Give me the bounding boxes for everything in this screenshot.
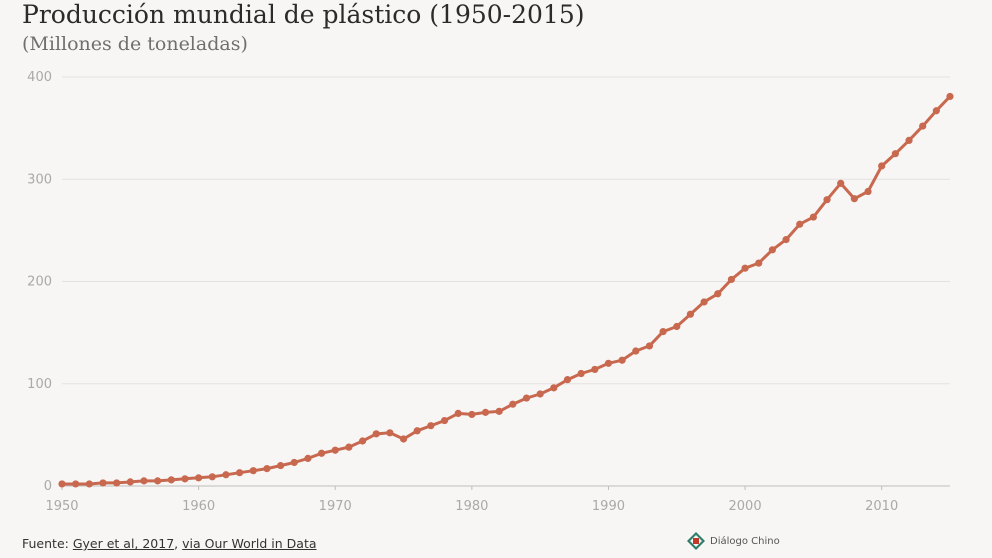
- data-point-2012: [905, 136, 913, 144]
- data-point-1960: [195, 474, 203, 482]
- x-tick-label-1950: 1950: [45, 499, 78, 514]
- line-chart: 0 100 200 300 400 1950 1960 1970 1980 1990 2000 20…: [27, 70, 954, 514]
- data-point-2008: [850, 195, 858, 203]
- data-point-1958: [167, 476, 175, 484]
- data-point-2001: [755, 259, 763, 267]
- data-point-2003: [782, 235, 790, 244]
- data-point-1951: [72, 480, 80, 488]
- data-point-1985: [536, 390, 544, 398]
- data-point-1982: [495, 407, 503, 415]
- data-point-1993: [645, 342, 654, 350]
- data-point-1997: [700, 298, 708, 306]
- data-point-1983: [509, 400, 517, 408]
- data-point-2015: [946, 92, 954, 101]
- data-point-1968: [304, 454, 312, 462]
- source-footer: Fuente: Gyer et al, 2017, via Our World …: [22, 536, 317, 551]
- y-tick-label-300: 300: [27, 172, 52, 187]
- footer-prefix: Fuente:: [22, 536, 73, 551]
- data-point-1970: [331, 446, 339, 454]
- data-point-2000: [741, 264, 749, 272]
- data-point-1989: [591, 365, 599, 374]
- chart-title: Producción mundial de plástico (1950-201…: [22, 0, 585, 29]
- x-tick-label-2000: 2000: [729, 499, 762, 514]
- data-point-2006: [823, 196, 831, 204]
- data-point-1966: [276, 461, 285, 470]
- data-point-1995: [673, 322, 681, 331]
- data-point-1965: [263, 465, 271, 473]
- data-point-2010: [878, 162, 886, 170]
- data-point-2007: [837, 179, 845, 187]
- data-point-1973: [372, 430, 380, 438]
- data-point-1991: [618, 356, 626, 364]
- data-point-1962: [222, 471, 230, 479]
- dialogo-chino-logo-icon: [687, 532, 705, 550]
- data-point-1963: [236, 469, 244, 477]
- data-point-1977: [427, 422, 435, 430]
- data-point-1952: [85, 480, 93, 488]
- data-point-1981: [481, 408, 490, 416]
- data-point-1950: [58, 480, 66, 488]
- data-point-1986: [550, 384, 558, 392]
- series-line: [60, 94, 952, 486]
- data-point-1980: [468, 410, 476, 419]
- y-tick-label-400: 400: [27, 70, 52, 85]
- data-point-2014: [932, 107, 940, 115]
- y-axis: 0 100 200 300 400: [27, 70, 52, 494]
- y-tick-label-0: 0: [44, 479, 52, 494]
- data-point-2013: [919, 122, 927, 130]
- data-point-1953: [99, 479, 107, 487]
- y-tick-label-200: 200: [27, 275, 52, 290]
- data-point-1975: [399, 435, 408, 443]
- x-axis: 1950 1960 1970 1980 1990 2000 2010: [45, 486, 898, 514]
- data-point-1984: [522, 394, 531, 402]
- data-point-1988: [577, 369, 585, 378]
- data-point-2002: [768, 246, 777, 254]
- data-point-1964: [249, 467, 257, 475]
- data-point-1976: [413, 427, 421, 435]
- data-point-1959: [181, 475, 189, 483]
- data-point-1999: [727, 275, 736, 284]
- data-point-1974: [386, 429, 394, 437]
- data-points: [58, 92, 954, 488]
- y-tick-label-100: 100: [27, 377, 52, 392]
- data-point-1987: [563, 376, 572, 384]
- brand-name: Diálogo Chino: [710, 535, 780, 547]
- x-tick-label-1970: 1970: [319, 499, 352, 514]
- data-point-1998: [714, 290, 722, 298]
- brand-logo[interactable]: Diálogo Chino: [687, 532, 780, 550]
- data-point-1957: [154, 477, 162, 485]
- data-point-1996: [686, 310, 695, 318]
- x-tick-label-2010: 2010: [865, 499, 898, 514]
- footer-separator: ,: [174, 536, 183, 551]
- owid-link[interactable]: via Our World in Data: [182, 536, 317, 551]
- chart-subtitle: (Millones de toneladas): [22, 33, 248, 55]
- data-point-1967: [290, 458, 298, 467]
- chart-gridlines: [62, 76, 950, 487]
- data-point-1979: [454, 409, 462, 418]
- data-point-1956: [140, 477, 148, 485]
- x-tick-label-1990: 1990: [592, 499, 625, 514]
- data-point-1961: [208, 473, 216, 481]
- data-point-2011: [891, 150, 899, 158]
- data-point-2009: [864, 187, 872, 196]
- data-point-1971: [345, 443, 353, 451]
- data-point-1978: [440, 416, 449, 425]
- x-tick-label-1960: 1960: [182, 499, 215, 514]
- data-point-1955: [126, 478, 134, 486]
- data-point-1954: [113, 479, 121, 487]
- x-tick-label-1980: 1980: [455, 499, 488, 514]
- data-point-1990: [604, 359, 613, 367]
- data-point-1992: [632, 347, 640, 355]
- source-link[interactable]: Gyer et al, 2017: [72, 536, 175, 551]
- data-point-1972: [358, 437, 367, 445]
- data-point-1969: [317, 449, 326, 457]
- data-point-2005: [809, 213, 817, 221]
- data-point-2004: [796, 220, 804, 228]
- data-point-1994: [659, 328, 667, 336]
